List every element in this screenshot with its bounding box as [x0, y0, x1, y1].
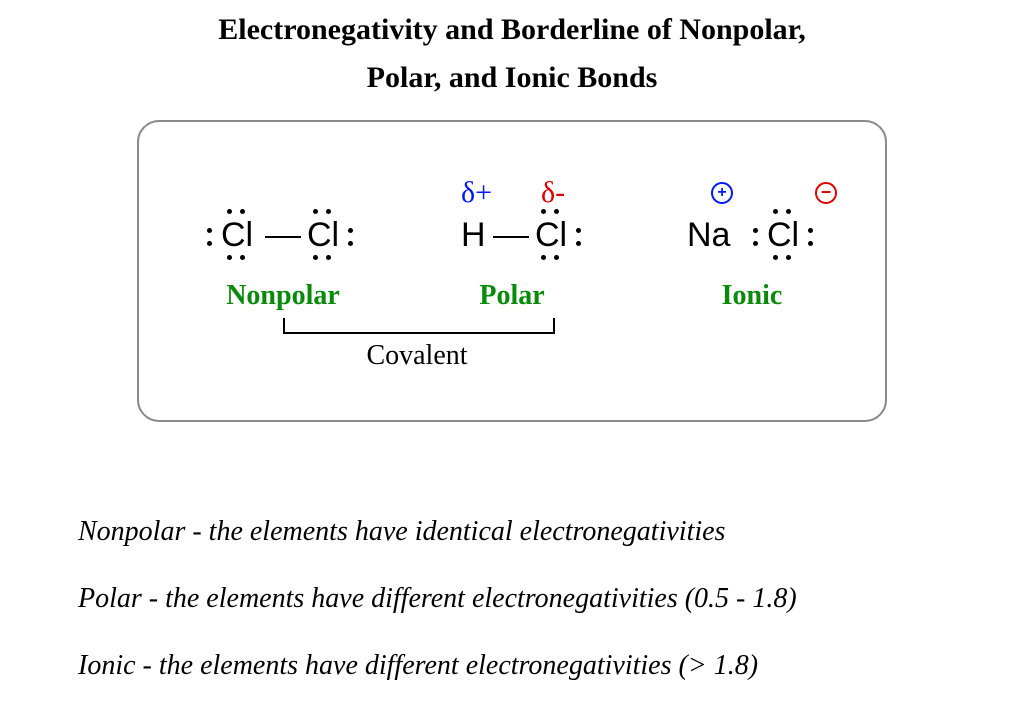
lonepair-icon — [773, 255, 791, 261]
lonepair-icon — [541, 255, 559, 261]
lonepair-icon — [227, 255, 245, 261]
lonepair-icon — [348, 228, 354, 246]
label-nonpolar: Nonpolar — [193, 280, 373, 312]
molecule-nacl: Na Cl — [669, 218, 869, 258]
definitions-block: Nonpolar - the elements have identical e… — [78, 498, 978, 700]
plus-sign: + — [713, 184, 731, 202]
lonepair-icon — [773, 209, 791, 215]
covalent-bracket-icon — [283, 318, 555, 334]
atom-na: Na — [687, 218, 730, 252]
atom-cl-ionic: Cl — [767, 218, 799, 252]
def-ionic: Ionic - the elements have different elec… — [78, 632, 978, 699]
lonepair-icon — [753, 228, 759, 246]
delta-minus: δ- — [541, 176, 565, 210]
label-ionic: Ionic — [687, 280, 817, 312]
label-polar: Polar — [447, 280, 577, 312]
lonepair-icon — [576, 228, 582, 246]
lonepair-icon — [313, 255, 331, 261]
plus-charge-icon: + — [711, 182, 733, 204]
atom-cl-polar: Cl — [535, 218, 567, 252]
atom-h: H — [461, 218, 486, 252]
lonepair-icon — [207, 228, 213, 246]
def-nonpolar: Nonpolar - the elements have identical e… — [78, 498, 978, 565]
lonepair-icon — [227, 209, 245, 215]
title-line-2: Polar, and Ionic Bonds — [367, 61, 658, 94]
minus-charge-icon: − — [815, 182, 837, 204]
page-title: Electronegativity and Borderline of Nonp… — [0, 0, 1024, 102]
lonepair-icon — [541, 209, 559, 215]
delta-plus: δ+ — [461, 176, 492, 210]
atom-cl-right: Cl — [307, 218, 339, 252]
atom-cl-left: Cl — [221, 218, 253, 252]
bond-line-icon — [493, 236, 529, 238]
def-polar: Polar - the elements have different elec… — [78, 565, 978, 632]
lonepair-icon — [313, 209, 331, 215]
bond-line-icon — [265, 236, 301, 238]
title-line-1: Electronegativity and Borderline of Nonp… — [218, 13, 806, 46]
diagram-box: Cl Cl Nonpolar δ+ δ- H — [137, 120, 887, 422]
covalent-label: Covalent — [283, 340, 551, 372]
molecule-hcl: H Cl — [439, 218, 619, 258]
lonepair-icon — [808, 228, 814, 246]
minus-sign: − — [817, 182, 835, 202]
page-root: Electronegativity and Borderline of Nonp… — [0, 0, 1024, 720]
molecule-cl2: Cl Cl — [199, 218, 379, 258]
